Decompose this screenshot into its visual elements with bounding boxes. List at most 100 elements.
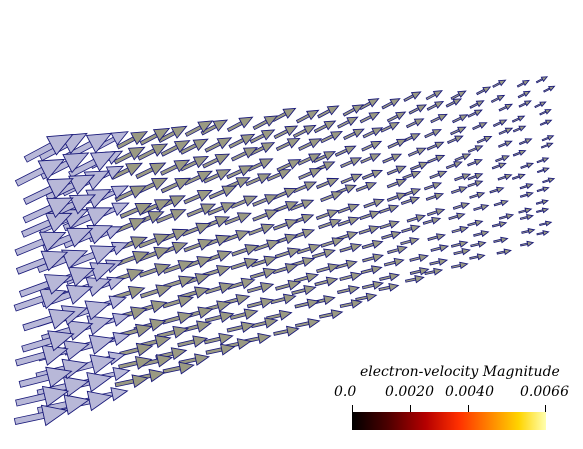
arrow-glyph xyxy=(467,173,484,181)
arrow-glyph xyxy=(222,230,251,243)
arrow-glyph xyxy=(224,212,252,226)
arrow-glyph xyxy=(272,218,299,231)
arrow-glyph xyxy=(290,228,316,240)
arrow-glyph xyxy=(519,183,534,190)
arrow-glyph xyxy=(340,173,363,185)
arrow-glyph xyxy=(476,86,492,96)
arrow-glyph xyxy=(409,267,430,276)
arrow-glyph xyxy=(427,233,447,241)
arrow-glyph xyxy=(337,203,360,214)
arrow-glyph xyxy=(275,279,302,291)
arrow-glyph xyxy=(386,165,407,176)
arrow-glyph xyxy=(183,170,213,186)
arrow-glyph xyxy=(339,271,363,282)
arrow-glyph xyxy=(355,182,378,192)
arrow-glyph xyxy=(511,173,526,180)
arrow-glyph xyxy=(114,374,150,389)
arrow-glyph xyxy=(535,76,549,84)
arrow-glyph xyxy=(407,147,427,157)
arrow-glyph xyxy=(518,207,533,214)
arrow-glyph xyxy=(208,185,238,200)
arrow-glyph xyxy=(14,231,67,257)
arrow-glyph xyxy=(518,100,532,108)
arrow-glyph xyxy=(252,194,279,207)
arrow-glyph xyxy=(270,293,297,305)
arrow-glyph xyxy=(467,159,483,167)
arrow-glyph xyxy=(23,133,74,163)
arrow-glyph xyxy=(400,237,420,246)
arrow-glyph xyxy=(424,129,442,139)
arrow-glyph xyxy=(68,151,117,178)
arrow-glyph xyxy=(492,119,508,128)
arrow-glyph xyxy=(156,325,190,339)
arrow-glyph xyxy=(446,135,464,144)
arrow-glyph xyxy=(409,253,430,263)
arrow-glyph xyxy=(119,342,154,357)
arrow-glyph xyxy=(430,244,450,253)
arrow-glyph xyxy=(296,243,322,255)
arrow-glyph xyxy=(229,308,259,321)
arrow-glyph xyxy=(361,169,384,180)
arrow-glyph xyxy=(246,281,275,294)
arrow-glyph xyxy=(298,168,323,181)
arrow-glyph xyxy=(495,155,510,163)
arrow-glyph xyxy=(177,335,209,348)
arrow-glyph xyxy=(181,222,212,237)
arrow-glyph xyxy=(297,153,322,166)
arrow-glyph xyxy=(249,267,278,280)
arrow-glyph xyxy=(402,170,422,180)
arrow-glyph xyxy=(320,131,343,144)
arrow-glyph xyxy=(295,109,320,124)
arrow-glyph xyxy=(157,125,188,144)
arrow-glyph xyxy=(404,275,425,284)
arrow-glyph xyxy=(453,248,471,256)
arrow-glyph xyxy=(21,212,73,238)
arrow-glyph xyxy=(162,260,195,274)
arrow-glyph xyxy=(355,292,378,302)
arrow-glyph xyxy=(231,244,260,257)
arrow-glyph xyxy=(362,127,384,139)
arrow-glyph xyxy=(271,107,297,122)
arrow-glyph xyxy=(138,233,171,249)
arrow-glyph xyxy=(315,177,340,190)
arrow-glyph xyxy=(319,309,344,320)
arrow-glyph xyxy=(408,104,428,115)
arrow-glyph xyxy=(160,159,191,176)
arrow-glyph xyxy=(245,173,272,187)
arrow-glyph xyxy=(266,169,292,182)
arrow-glyph xyxy=(23,178,74,205)
arrow-glyph xyxy=(536,167,550,174)
arrow-glyph xyxy=(294,318,321,329)
arrow-glyph xyxy=(536,186,550,193)
arrow-glyph xyxy=(473,204,490,212)
arrow-glyph xyxy=(423,182,443,191)
arrow-glyph xyxy=(116,250,150,266)
colorbar-label-2: 0.0020 xyxy=(385,384,434,400)
colorbar-legend: electron-velocity Magnitude 0.0 0.0020 0… xyxy=(330,360,575,435)
arrow-glyph xyxy=(539,109,552,116)
arrow-glyph xyxy=(470,240,487,248)
arrow-glyph xyxy=(511,115,526,123)
arrow-glyph xyxy=(243,332,272,345)
arrow-glyph xyxy=(493,236,509,244)
arrow-glyph xyxy=(162,295,195,309)
arrow-glyph xyxy=(272,233,299,246)
arrow-glyph xyxy=(450,240,469,248)
arrow-glyph xyxy=(298,138,323,152)
arrow-glyph xyxy=(226,116,254,133)
arrow-glyph xyxy=(520,240,535,247)
arrow-glyph xyxy=(498,213,515,220)
arrow-glyph xyxy=(291,284,317,296)
arrow-glyph xyxy=(292,124,317,139)
arrow-glyph xyxy=(536,157,550,164)
arrow-glyph xyxy=(426,208,446,217)
arrow-glyph xyxy=(340,157,363,169)
arrow-glyph xyxy=(451,114,469,124)
arrow-glyph xyxy=(450,186,469,194)
arrow-glyph xyxy=(429,170,448,180)
arrow-glyph xyxy=(535,199,549,206)
arrow-glyph xyxy=(450,90,467,101)
arrow-glyph xyxy=(381,98,401,110)
arrow-glyph xyxy=(113,146,146,165)
